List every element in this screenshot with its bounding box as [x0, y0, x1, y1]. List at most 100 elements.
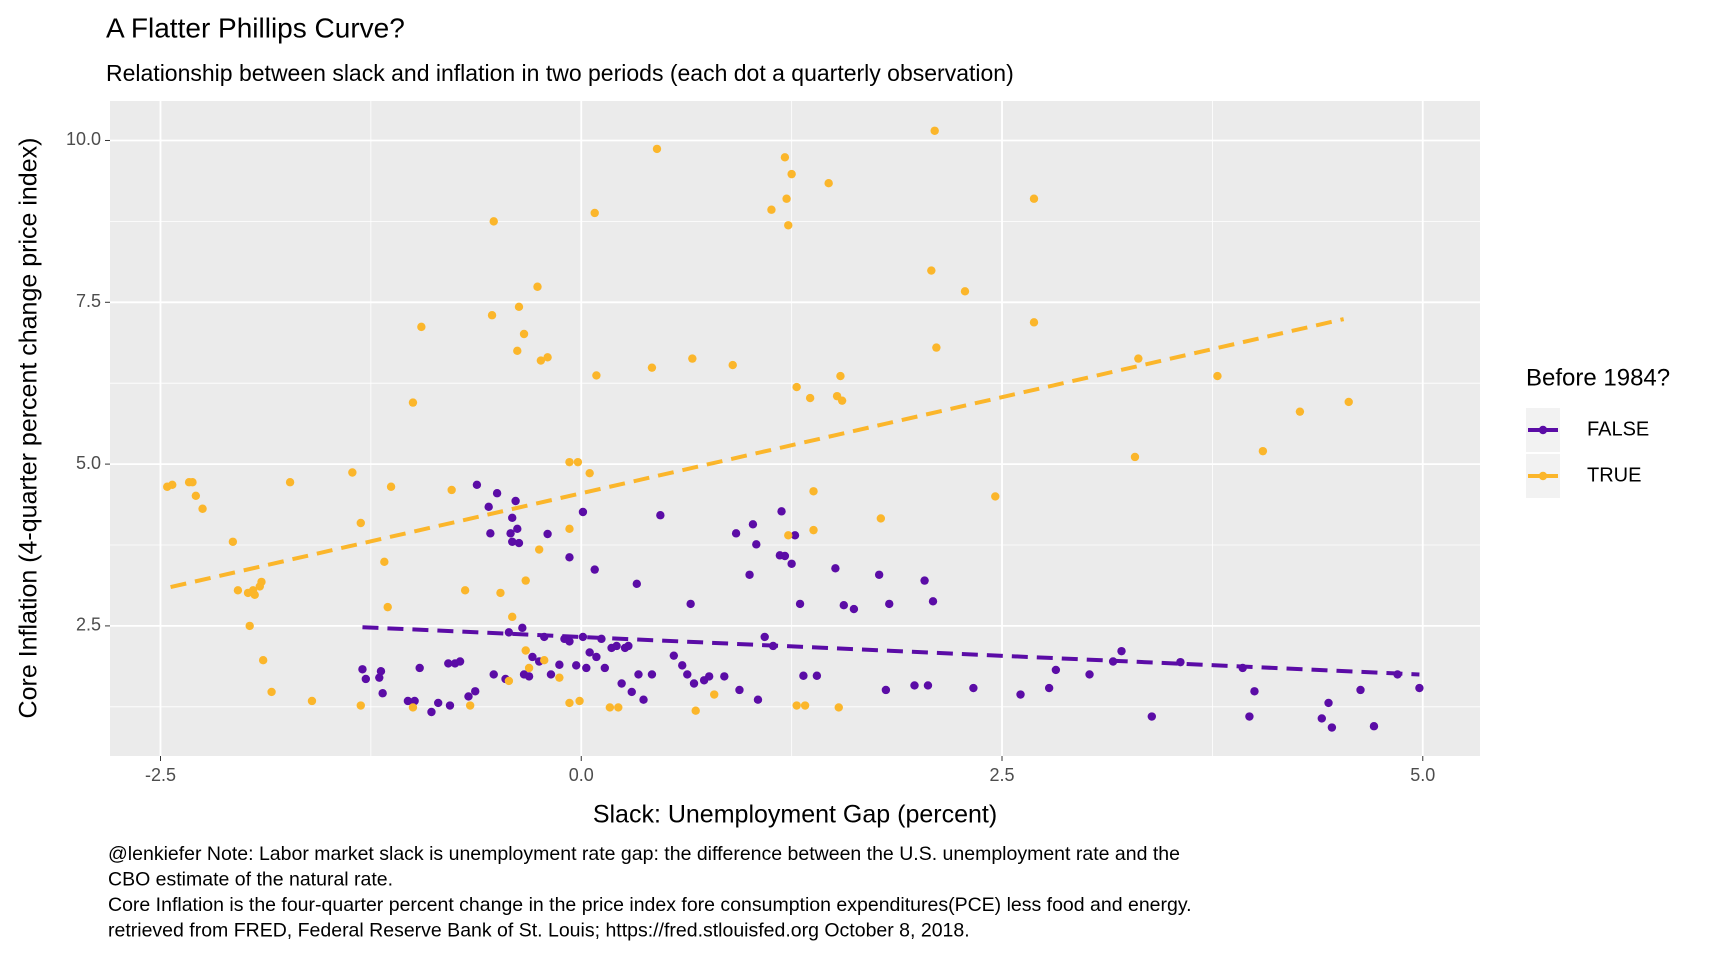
point: [624, 641, 633, 651]
point: [647, 670, 657, 679]
point: [1295, 407, 1305, 416]
point: [1051, 665, 1061, 675]
point: [533, 282, 542, 291]
point: [689, 679, 699, 688]
points: [163, 126, 1424, 732]
point: [1213, 371, 1222, 381]
point: [805, 393, 815, 403]
legend-key-point: [1538, 471, 1548, 481]
point: [787, 169, 796, 179]
x-tick-label: 0.0: [569, 765, 594, 785]
point: [578, 632, 588, 642]
point: [518, 623, 527, 633]
y-axis-title: Core Inflation (4-quarter percent change…: [15, 138, 43, 719]
x-tick-label: 5.0: [1410, 765, 1435, 785]
grid: [110, 101, 1480, 756]
point: [839, 600, 849, 610]
point: [824, 178, 833, 188]
point: [508, 537, 517, 546]
point: [760, 632, 769, 642]
point: [1317, 714, 1326, 723]
point: [710, 690, 719, 699]
point: [800, 701, 810, 710]
caption-line: @lenkiefer Note: Labor market slack is u…: [108, 843, 1180, 865]
point: [1130, 452, 1140, 462]
point: [881, 685, 891, 695]
panel-background: [110, 101, 1480, 756]
point: [1016, 690, 1025, 699]
point: [250, 590, 259, 600]
point: [910, 681, 919, 690]
point: [748, 520, 758, 529]
point: [1176, 657, 1185, 667]
point: [496, 588, 505, 598]
point: [991, 492, 1000, 501]
point: [188, 478, 197, 487]
point: [573, 457, 583, 467]
point: [513, 524, 522, 534]
point: [720, 672, 729, 681]
point: [784, 221, 793, 230]
point: [471, 687, 480, 696]
point: [524, 672, 534, 681]
point: [809, 487, 818, 496]
point: [546, 670, 556, 679]
point: [540, 656, 549, 665]
point: [799, 671, 808, 680]
point: [728, 360, 737, 370]
point: [408, 398, 418, 407]
point: [592, 371, 601, 380]
caption-line: retrieved from FRED, Federal Reserve Ban…: [108, 920, 970, 942]
point: [233, 586, 243, 595]
point: [1415, 683, 1424, 693]
point: [519, 329, 529, 339]
point: [686, 599, 695, 609]
point: [455, 657, 465, 666]
point: [777, 507, 786, 516]
point: [876, 514, 886, 523]
point: [612, 641, 621, 651]
y-tick-label: 10.0: [66, 129, 101, 149]
point: [969, 683, 978, 693]
point: [380, 557, 389, 567]
point: [543, 529, 552, 539]
point: [600, 663, 610, 673]
point: [348, 468, 357, 477]
legend-key-point: [1538, 425, 1548, 435]
point: [849, 604, 859, 614]
point: [433, 698, 443, 708]
point: [1245, 712, 1254, 721]
chart-title: A Flatter Phillips Curve?: [106, 12, 405, 43]
x-tick-label: 2.5: [989, 765, 1014, 785]
point: [1324, 698, 1333, 708]
point: [358, 665, 367, 674]
point: [678, 661, 687, 670]
point: [656, 511, 665, 520]
point: [361, 674, 371, 684]
point: [831, 564, 840, 573]
legend-label: TRUE: [1587, 464, 1641, 486]
point: [780, 551, 790, 561]
point: [585, 648, 594, 657]
point: [1327, 723, 1337, 732]
trend-line: [362, 625, 1420, 677]
point: [356, 701, 365, 710]
point: [787, 559, 796, 568]
point: [1250, 687, 1259, 696]
point: [307, 696, 317, 706]
point: [447, 485, 456, 495]
point: [932, 343, 941, 352]
point: [575, 696, 584, 706]
y-tick-label: 7.5: [76, 291, 101, 311]
point: [617, 679, 626, 688]
point: [928, 597, 938, 606]
point: [565, 698, 574, 708]
point: [590, 565, 599, 574]
point: [782, 194, 791, 203]
point: [460, 586, 470, 595]
point: [521, 646, 530, 655]
point: [809, 525, 818, 535]
point: [1356, 685, 1365, 695]
x-tick-label: -2.5: [145, 765, 176, 785]
